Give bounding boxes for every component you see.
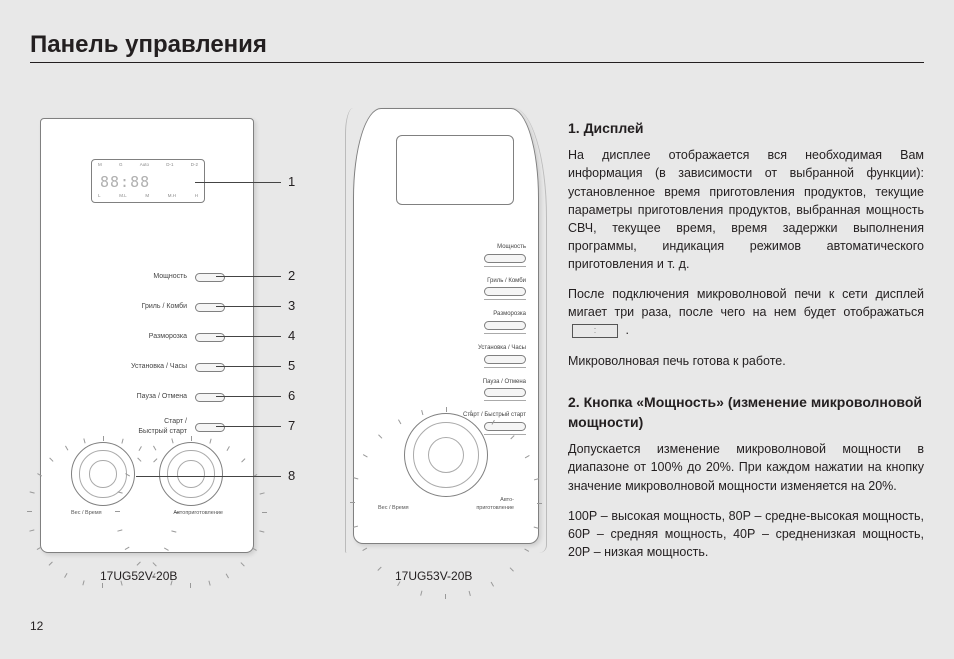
disp-top-lbl: D-2 xyxy=(191,162,198,169)
button-shape-icon xyxy=(195,333,225,342)
panel2-button-row: Гриль / Комби xyxy=(400,277,526,301)
btn-label-start: Старт / Быстрый старт xyxy=(71,417,187,437)
dial-label-weight: Вес / Время xyxy=(71,510,102,518)
description-column: 1. Дисплей На дисплее отображается вся н… xyxy=(568,118,924,573)
callout-line xyxy=(216,306,281,307)
paragraph: Микроволновая печь готова к работе. xyxy=(568,352,924,370)
button-shape-icon xyxy=(484,321,526,330)
panel1-button-row: Гриль / Комби xyxy=(71,292,225,322)
paragraph-span: . xyxy=(625,323,628,337)
callout-number-1: 1 xyxy=(288,173,295,192)
paragraph: 100Р – высокая мощность, 80Р – средне-вы… xyxy=(568,507,924,561)
dial-label-weight: Вес / Время xyxy=(378,505,409,513)
heading-power: 2. Кнопка «Мощность» (изменение микровол… xyxy=(568,392,924,433)
paragraph: Допускается изменение микроволновой мощн… xyxy=(568,440,924,494)
panel1-button-row: Мощность xyxy=(71,262,225,292)
panel2-body: Мощность Гриль / Комби Разморозка Устано… xyxy=(353,108,539,544)
disp-bot-lbl: M xyxy=(145,193,149,200)
disp-bot-lbl: L xyxy=(98,193,101,200)
diagram-area: M G Auto D-1 D-2 L M.L M M.H H Мощность … xyxy=(30,118,570,628)
panel2-edge-l-icon xyxy=(345,108,353,553)
microwave-panel-2: Мощность Гриль / Комби Разморозка Устано… xyxy=(345,108,548,553)
button-shape-icon xyxy=(484,388,526,397)
heading-display: 1. Дисплей xyxy=(568,118,924,138)
button-shape-icon xyxy=(195,393,225,402)
btn-label-defrost: Разморозка xyxy=(493,310,526,319)
button-shape-icon xyxy=(195,273,225,282)
button-under-icon xyxy=(484,333,526,334)
callout-line xyxy=(216,396,281,397)
disp-bot-lbl: M.H xyxy=(168,193,176,200)
disp-bot-lbl: M.L xyxy=(119,193,127,200)
disp-bot-lbl: H xyxy=(195,193,198,200)
panel1-button-row: Установка / Часы xyxy=(71,352,225,382)
seven-segment-icon xyxy=(100,172,150,194)
callout-line xyxy=(136,476,281,477)
disp-top-lbl: Auto xyxy=(140,162,149,169)
paragraph-span: После подключения микроволновой печи к с… xyxy=(568,287,924,319)
panel2-display xyxy=(396,135,514,205)
button-under-icon xyxy=(484,367,526,368)
button-shape-icon xyxy=(484,287,526,296)
callout-number-4: 4 xyxy=(288,327,295,346)
panel1-buttons: Мощность Гриль / Комби Разморозка Устано… xyxy=(71,262,225,442)
btn-label-power: Мощность xyxy=(497,243,526,252)
panel2-button-row: Установка / Часы xyxy=(400,344,526,368)
btn-label-pause: Пауза / Отмена xyxy=(483,378,526,387)
panel1-model-label: 17UG52V-20B xyxy=(100,568,177,585)
btn-label-defrost: Разморозка xyxy=(71,332,187,342)
display-placeholder-icon xyxy=(572,324,618,338)
btn-label-clock: Установка / Часы xyxy=(478,344,526,353)
panel2-dial xyxy=(404,413,488,497)
panel2-button-row: Разморозка xyxy=(400,310,526,334)
btn-label-grill: Гриль / Комби xyxy=(71,302,187,312)
btn-label-clock: Установка / Часы xyxy=(71,362,187,372)
paragraph: На дисплее отображается вся необходимая … xyxy=(568,146,924,273)
paragraph: После подключения микроволновой печи к с… xyxy=(568,285,924,339)
callout-line xyxy=(216,276,281,277)
callout-line xyxy=(216,336,281,337)
button-shape-icon xyxy=(195,303,225,312)
callout-number-2: 2 xyxy=(288,267,295,286)
btn-label-grill: Гриль / Комби xyxy=(487,277,526,286)
panel1-display: M G Auto D-1 D-2 L M.L M M.H H xyxy=(91,159,205,203)
dial-label-auto: Авто- приготовление xyxy=(476,497,514,513)
button-under-icon xyxy=(484,400,526,401)
callout-line xyxy=(216,366,281,367)
panel2-button-row: Мощность xyxy=(400,243,526,267)
panel1-dial-auto xyxy=(159,442,223,506)
button-shape-icon xyxy=(195,363,225,372)
button-under-icon xyxy=(484,266,526,267)
panel2-model-label: 17UG53V-20B xyxy=(395,568,472,585)
callout-line xyxy=(216,426,281,427)
panel1-display-bottom-row: L M.L M M.H H xyxy=(98,193,198,200)
btn-label-pause: Пауза / Отмена xyxy=(71,392,187,402)
disp-top-lbl: D-1 xyxy=(166,162,173,169)
callout-line xyxy=(195,182,281,183)
button-shape-icon xyxy=(484,254,526,263)
panel1-button-row: Пауза / Отмена xyxy=(71,382,225,412)
dial-label-auto: Автоприготовление xyxy=(173,510,223,518)
panel2-button-row: Пауза / Отмена xyxy=(400,378,526,402)
panel1-display-top-row: M G Auto D-1 D-2 xyxy=(98,162,198,169)
page-title: Панель управления xyxy=(30,28,267,63)
dial-ticks-icon xyxy=(154,437,228,511)
title-rule xyxy=(30,62,924,63)
btn-label-power: Мощность xyxy=(71,272,187,282)
button-shape-icon xyxy=(484,355,526,364)
disp-top-lbl: M xyxy=(98,162,102,169)
callout-number-6: 6 xyxy=(288,387,295,406)
callout-number-3: 3 xyxy=(288,297,295,316)
button-shape-icon xyxy=(195,423,225,432)
disp-top-lbl: G xyxy=(119,162,123,169)
dial-ticks-icon xyxy=(399,408,493,502)
callout-number-8: 8 xyxy=(288,467,295,486)
callout-number-5: 5 xyxy=(288,357,295,376)
button-under-icon xyxy=(484,299,526,300)
callout-number-7: 7 xyxy=(288,417,295,436)
panel1-button-row: Разморозка xyxy=(71,322,225,352)
